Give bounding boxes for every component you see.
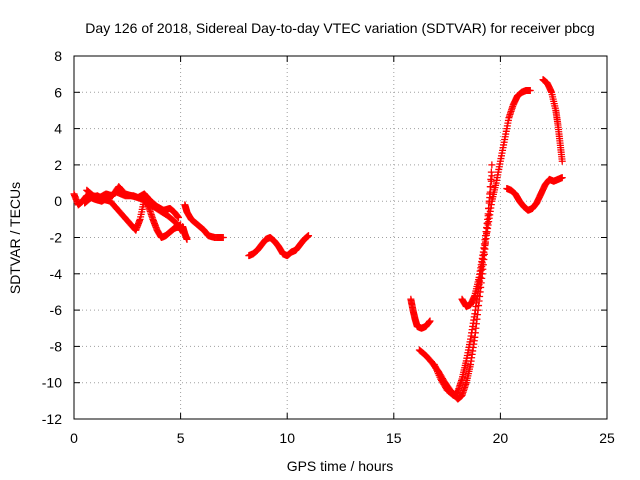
data-point	[183, 235, 191, 243]
y-tick-label: -8	[50, 338, 63, 354]
series-arc-4	[181, 201, 227, 241]
series-arc-12	[539, 76, 566, 165]
y-tick-label: -4	[50, 266, 63, 282]
data-point	[558, 157, 566, 165]
y-tick-label: 0	[54, 193, 62, 209]
axis-ticks	[73, 55, 608, 420]
y-tick-label: -12	[42, 411, 62, 427]
data-point	[488, 161, 496, 169]
series-arc-6	[245, 232, 313, 260]
data-point	[488, 172, 496, 180]
y-tick-label: 6	[54, 84, 62, 100]
data-point	[526, 86, 534, 94]
y-tick-label: -6	[50, 302, 63, 318]
data-point	[426, 317, 434, 325]
series-arc-8	[415, 161, 496, 403]
y-tick-labels: -12 -10 -8 -6 -4 -2 0 2 4 6 8	[42, 48, 62, 427]
data-point	[558, 174, 566, 182]
series-arc-5	[179, 223, 191, 243]
x-tick-label: 15	[386, 430, 402, 446]
grid	[74, 56, 607, 419]
x-tick-label: 20	[493, 430, 509, 446]
series-arc-9	[430, 86, 534, 399]
y-tick-label: 4	[54, 121, 62, 137]
x-tick-labels: 0 5 10 15 20 25	[70, 430, 615, 446]
series-arc-3	[81, 192, 185, 241]
y-tick-label: -10	[42, 375, 62, 391]
series-arc-10	[458, 172, 496, 310]
y-tick-label: -2	[50, 230, 63, 246]
plot-frame	[73, 55, 608, 420]
data-point	[305, 232, 313, 240]
series-arc-11	[503, 174, 566, 214]
data-point	[174, 214, 182, 222]
x-tick-label: 5	[177, 430, 185, 446]
y-tick-label: 2	[54, 157, 62, 173]
series-arc-7	[407, 295, 434, 332]
data-point	[219, 234, 227, 241]
data-points	[70, 76, 566, 403]
y-axis-label: SDTVAR / TECUs	[7, 182, 23, 294]
y-tick-label: 8	[54, 48, 62, 64]
x-axis-label: GPS time / hours	[287, 458, 394, 474]
x-tick-label: 10	[279, 430, 295, 446]
x-tick-label: 25	[599, 430, 615, 446]
x-tick-label: 0	[70, 430, 78, 446]
chart-title: Day 126 of 2018, Sidereal Day-to-day VTE…	[85, 20, 594, 36]
